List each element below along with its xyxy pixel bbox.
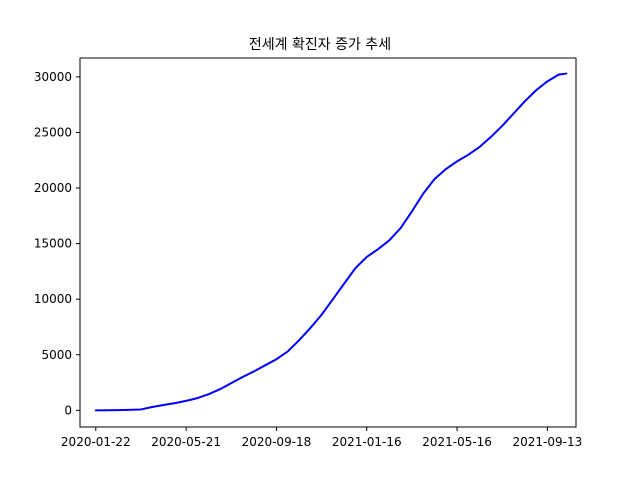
x-tick-label: 2021-05-16 [422,435,492,449]
y-tick-label: 25000 [34,125,72,139]
y-tick-label: 5000 [41,348,72,362]
x-axis: 2020-01-22 2020-05-21 2020-09-18 2021-01-16… [61,427,582,449]
x-tick-label: 2021-09-13 [513,435,583,449]
y-tick-label: 20000 [34,181,72,195]
y-tick-label: 0 [64,403,72,417]
x-tick-label: 2020-01-22 [61,435,131,449]
y-tick-label: 15000 [34,237,72,251]
y-axis: 0 5000 10000 15000 20000 25000 30000 [34,70,80,417]
y-tick-label: 30000 [34,70,72,84]
x-tick-label: 2021-01-16 [332,435,402,449]
series-line [94,72,568,412]
x-tick-label: 2020-05-21 [151,435,221,449]
chart-title: 전세계 확진자 증가 추세 [249,37,391,53]
x-tick-label: 2020-09-18 [242,435,312,449]
plot-area-frame [79,57,577,428]
y-tick-label: 10000 [34,292,72,306]
